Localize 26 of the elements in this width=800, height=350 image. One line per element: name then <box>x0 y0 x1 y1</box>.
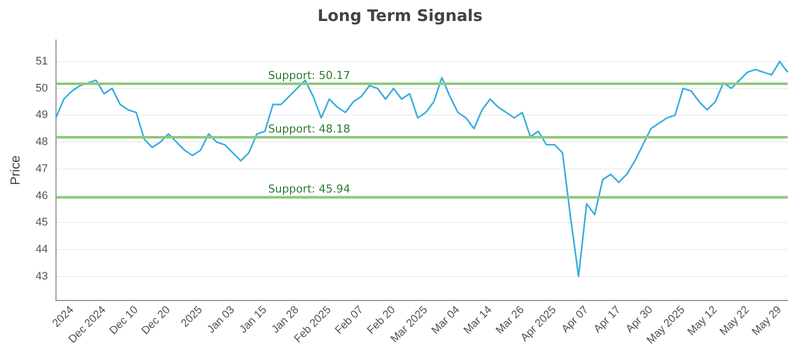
x-tick-label: May 12 <box>686 304 720 338</box>
x-tick-label: Jan 03 <box>205 304 238 336</box>
y-tick-label: 45 <box>36 216 48 229</box>
y-tick-label: 51 <box>36 56 48 68</box>
x-tick-label: Apr 17 <box>592 304 624 336</box>
x-tick-label: Dec 20 <box>140 304 173 338</box>
y-tick-label: 50 <box>36 82 48 94</box>
x-tick-label: Feb 07 <box>332 304 366 337</box>
ref-line-label: Support: 48.18 <box>268 122 350 136</box>
y-tick-label: 49 <box>36 109 48 122</box>
x-tick-label: Mar 14 <box>462 304 494 337</box>
y-tick-label: 48 <box>36 136 48 148</box>
chart-title: Long Term Signals <box>316 6 484 25</box>
ref-line-label: Support: 45.94 <box>268 182 350 196</box>
y-tick-label: 47 <box>36 162 48 175</box>
x-tick-label: May 22 <box>718 304 752 338</box>
x-tick-label: Apr 07 <box>559 304 591 336</box>
ref-line-label: Support: 50.17 <box>268 69 350 82</box>
y-tick-label: 46 <box>36 190 48 202</box>
x-tick-label: Jan 15 <box>237 304 270 336</box>
x-tick-label: Mar 04 <box>430 304 462 337</box>
x-tick-label: Dec 10 <box>107 304 141 338</box>
y-axis-title: Price <box>7 155 22 186</box>
y-tick-label: 43 <box>36 270 48 282</box>
x-tick-label: May 29 <box>750 304 784 338</box>
y-tick-label: 44 <box>36 244 48 256</box>
